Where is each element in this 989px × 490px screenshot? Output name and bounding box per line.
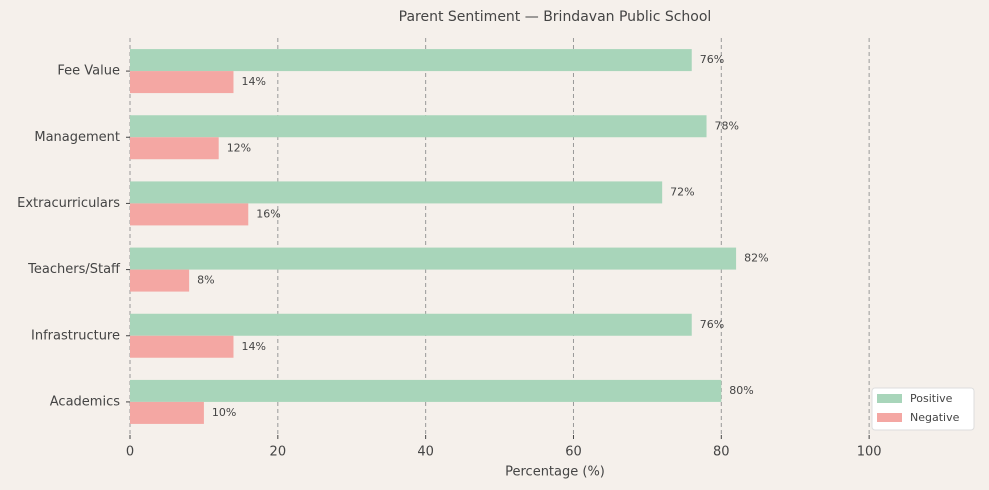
y-tick-label: Management xyxy=(34,130,120,145)
bar xyxy=(130,115,707,138)
bar xyxy=(130,401,204,424)
x-tick-label: 40 xyxy=(417,445,434,460)
value-label: 72% xyxy=(670,185,694,198)
value-label: 80% xyxy=(729,384,753,397)
x-tick-label: 100 xyxy=(857,445,882,460)
value-label: 14% xyxy=(241,340,265,353)
legend-swatch xyxy=(877,394,902,403)
bar xyxy=(130,379,722,402)
legend-label: Positive xyxy=(910,392,953,405)
bar xyxy=(130,203,249,226)
bar xyxy=(130,335,234,358)
bar xyxy=(130,269,190,292)
x-tick-label: 0 xyxy=(126,445,134,460)
x-axis-label: Percentage (%) xyxy=(505,465,605,480)
y-tick-label: Extracurriculars xyxy=(17,196,120,211)
y-tick-label: Academics xyxy=(50,394,120,409)
legend-swatch xyxy=(877,413,902,422)
value-label: 10% xyxy=(212,406,236,419)
value-label: 78% xyxy=(715,119,739,132)
y-tick-label: Teachers/Staff xyxy=(27,262,121,277)
x-tick-label: 80 xyxy=(713,445,730,460)
bar xyxy=(130,137,219,160)
x-tick-label: 60 xyxy=(565,445,582,460)
bar xyxy=(130,181,663,204)
value-label: 12% xyxy=(227,141,251,154)
legend: Positive Negative xyxy=(871,387,975,431)
bar xyxy=(130,247,737,270)
bar xyxy=(130,313,692,336)
value-label: 14% xyxy=(241,75,265,88)
legend-label: Negative xyxy=(910,411,960,424)
y-tick-label: Infrastructure xyxy=(31,328,120,343)
chart-title: Parent Sentiment — Brindavan Public Scho… xyxy=(399,9,712,25)
bar xyxy=(130,49,692,72)
value-label: 16% xyxy=(256,207,280,220)
y-tick-label: Fee Value xyxy=(57,64,120,79)
value-label: 8% xyxy=(197,274,214,287)
value-label: 76% xyxy=(700,318,724,331)
x-tick-label: 20 xyxy=(270,445,287,460)
value-label: 82% xyxy=(744,252,768,265)
bar xyxy=(130,71,234,94)
value-label: 76% xyxy=(700,53,724,66)
